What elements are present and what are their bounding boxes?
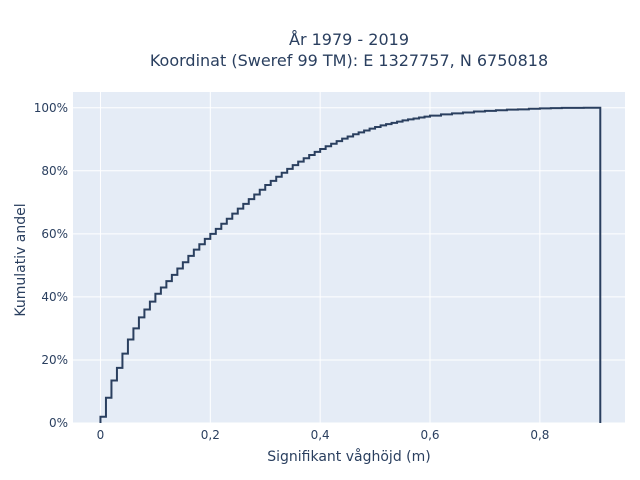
y-axis-title: Kumulativ andel [13, 203, 29, 316]
chart-title-line-1: År 1979 - 2019 [289, 30, 409, 49]
y-tick-labels: 0% 20% 40% 60% 80% 100% [34, 101, 68, 430]
x-tick-label: 0,2 [201, 428, 220, 442]
x-gridlines [99, 92, 541, 423]
x-tick-label: 0,4 [311, 428, 330, 442]
y-tick-label: 100% [34, 101, 68, 115]
x-axis-title: Signifikant våghöjd (m) [267, 448, 430, 465]
x-tick-label: 0,6 [420, 428, 439, 442]
y-tick-label: 60% [41, 227, 68, 241]
cumulative-step-line [99, 106, 602, 423]
y-tick-label: 80% [41, 164, 68, 178]
x-tick-labels: 0 0,2 0,4 0,6 0,8 [97, 428, 550, 442]
plot-background [73, 92, 625, 423]
y-gridlines [73, 107, 625, 424]
y-tick-label: 0% [49, 416, 68, 430]
y-tick-label: 20% [41, 353, 68, 367]
chart-title-line-2: Koordinat (Sweref 99 TM): E 1327757, N 6… [150, 51, 548, 70]
x-tick-label: 0 [97, 428, 105, 442]
y-tick-label: 40% [41, 290, 68, 304]
x-tick-label: 0,8 [530, 428, 549, 442]
